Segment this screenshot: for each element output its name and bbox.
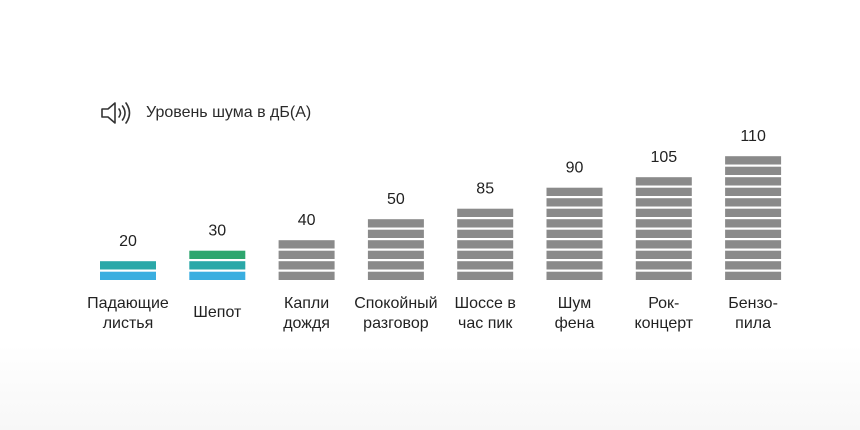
category-label: Шоссе в <box>454 295 515 312</box>
bar-group: 110 Бензо-пила <box>725 128 782 332</box>
bar-segment <box>457 271 514 280</box>
category-label: разговор <box>363 315 429 332</box>
bar-group: 20 Падающие листья <box>87 233 169 332</box>
bar-segment <box>635 250 692 259</box>
bar-segment <box>635 219 692 228</box>
bar <box>725 155 782 281</box>
value-label: 40 <box>298 212 316 229</box>
bar-segment <box>635 198 692 207</box>
value-label: 30 <box>208 223 226 240</box>
category-label: Капли <box>284 295 329 312</box>
chart-header: Уровень шума в дБ(А) <box>100 99 311 127</box>
bar-segment <box>457 240 514 249</box>
bar-segment <box>635 240 692 249</box>
bar-segment <box>725 219 782 228</box>
value-label: 50 <box>387 191 405 208</box>
bar-segment <box>367 229 424 238</box>
bar-segment <box>367 219 424 228</box>
bar-segment <box>635 187 692 196</box>
category-label: фена <box>555 315 595 332</box>
bar-group: 30 Шепот <box>189 223 246 321</box>
bar-segment <box>457 208 514 217</box>
bar-segment <box>725 177 782 186</box>
bar-segment <box>278 261 335 270</box>
bar-segment <box>457 219 514 228</box>
speaker-icon <box>101 102 131 124</box>
bar-segment <box>189 250 246 259</box>
bar-segment <box>189 261 246 270</box>
category-label: концерт <box>634 315 693 332</box>
category-label: Падающие <box>87 295 169 312</box>
background-fade <box>0 345 860 430</box>
bar-segment <box>278 240 335 249</box>
bar-segment <box>546 250 603 259</box>
value-label: 110 <box>740 128 766 145</box>
bar-segment <box>725 229 782 238</box>
category-label: час пик <box>458 315 513 332</box>
bar-group: 85 Шоссе в час пик <box>454 181 515 333</box>
bar-segment <box>725 240 782 249</box>
bar-segment <box>546 219 603 228</box>
bar-segment <box>367 250 424 259</box>
category-label: Спокойный <box>354 295 437 312</box>
bar-segment <box>546 261 603 270</box>
bar-segment <box>725 208 782 217</box>
bar-group: 90 Шум фена <box>546 160 603 332</box>
bar-segment <box>546 198 603 207</box>
bar-segment <box>725 271 782 280</box>
bar-segment <box>725 166 782 175</box>
bar-segment <box>635 208 692 217</box>
bar-segment <box>635 229 692 238</box>
bar-segment <box>457 229 514 238</box>
bar-group: 50 Спокойный разговор <box>354 191 437 332</box>
bar-segment <box>367 271 424 280</box>
bar <box>367 218 424 281</box>
bar-segment <box>546 187 603 196</box>
bar-segment <box>725 156 782 165</box>
bar-segment <box>100 271 156 280</box>
category-label: Бензо- <box>728 295 778 312</box>
bar-segment <box>457 250 514 259</box>
bar-segment <box>725 250 782 259</box>
bar-segment <box>635 177 692 186</box>
bar-segment <box>367 261 424 270</box>
category-label: пила <box>735 315 771 332</box>
bar-segment <box>546 271 603 280</box>
bar-segment <box>100 261 156 270</box>
bar-segment <box>546 229 603 238</box>
bar-segment <box>725 198 782 207</box>
bar-segment <box>367 240 424 249</box>
value-label: 105 <box>650 149 677 166</box>
bar-group: 105 Рок-концерт <box>634 149 693 332</box>
bar-segment <box>635 271 692 280</box>
bar-segment <box>546 240 603 249</box>
bar-segment <box>457 261 514 270</box>
bar-group: 40 Капли дождя <box>278 212 335 332</box>
bar-segment <box>725 187 782 196</box>
bar-segment <box>546 208 603 217</box>
bar-segment <box>635 261 692 270</box>
bar-segment <box>189 271 246 280</box>
chart-title: Уровень шума в дБ(А) <box>146 104 312 121</box>
category-label: дождя <box>283 315 330 332</box>
category-label: листья <box>103 315 154 332</box>
value-label: 90 <box>566 160 584 177</box>
category-label: Рок- <box>648 295 679 312</box>
bar-segment <box>725 261 782 270</box>
category-label: Шум <box>558 295 591 312</box>
value-label: 85 <box>476 181 494 198</box>
category-label: Шепот <box>193 304 242 321</box>
value-label: 20 <box>119 233 137 250</box>
bar-segment <box>278 250 335 259</box>
bar-segment <box>278 271 335 280</box>
